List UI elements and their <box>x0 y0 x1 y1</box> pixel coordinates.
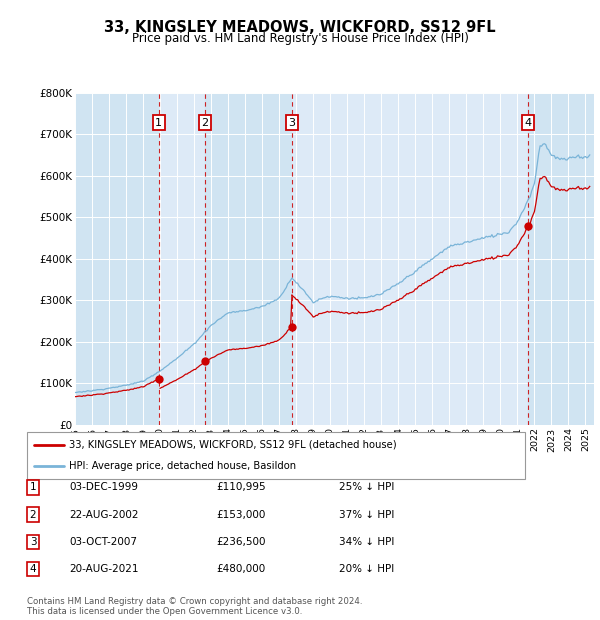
Text: 25% ↓ HPI: 25% ↓ HPI <box>339 482 394 492</box>
Text: £480,000: £480,000 <box>216 564 265 574</box>
Text: 20% ↓ HPI: 20% ↓ HPI <box>339 564 394 574</box>
Text: 4: 4 <box>29 564 37 574</box>
Text: HPI: Average price, detached house, Basildon: HPI: Average price, detached house, Basi… <box>70 461 296 471</box>
Text: 03-OCT-2007: 03-OCT-2007 <box>69 537 137 547</box>
Text: 3: 3 <box>29 537 37 547</box>
Text: £153,000: £153,000 <box>216 510 265 520</box>
Text: 4: 4 <box>525 118 532 128</box>
Text: £236,500: £236,500 <box>216 537 265 547</box>
Text: £110,995: £110,995 <box>216 482 266 492</box>
Bar <box>205 93 292 425</box>
Bar <box>75 93 159 425</box>
Bar <box>292 93 529 425</box>
Bar <box>529 93 594 425</box>
Text: This data is licensed under the Open Government Licence v3.0.: This data is licensed under the Open Gov… <box>27 607 302 616</box>
Text: 3: 3 <box>289 118 295 128</box>
Text: 34% ↓ HPI: 34% ↓ HPI <box>339 537 394 547</box>
Text: 37% ↓ HPI: 37% ↓ HPI <box>339 510 394 520</box>
Text: 20-AUG-2021: 20-AUG-2021 <box>69 564 139 574</box>
Text: 2: 2 <box>202 118 209 128</box>
Text: 1: 1 <box>29 482 37 492</box>
Text: 1: 1 <box>155 118 162 128</box>
Text: 2: 2 <box>29 510 37 520</box>
Text: Contains HM Land Registry data © Crown copyright and database right 2024.: Contains HM Land Registry data © Crown c… <box>27 597 362 606</box>
Text: 33, KINGSLEY MEADOWS, WICKFORD, SS12 9FL (detached house): 33, KINGSLEY MEADOWS, WICKFORD, SS12 9FL… <box>70 440 397 450</box>
Text: 03-DEC-1999: 03-DEC-1999 <box>69 482 138 492</box>
Bar <box>159 93 205 425</box>
Text: 22-AUG-2002: 22-AUG-2002 <box>69 510 139 520</box>
Text: 33, KINGSLEY MEADOWS, WICKFORD, SS12 9FL: 33, KINGSLEY MEADOWS, WICKFORD, SS12 9FL <box>104 20 496 35</box>
Text: Price paid vs. HM Land Registry's House Price Index (HPI): Price paid vs. HM Land Registry's House … <box>131 32 469 45</box>
